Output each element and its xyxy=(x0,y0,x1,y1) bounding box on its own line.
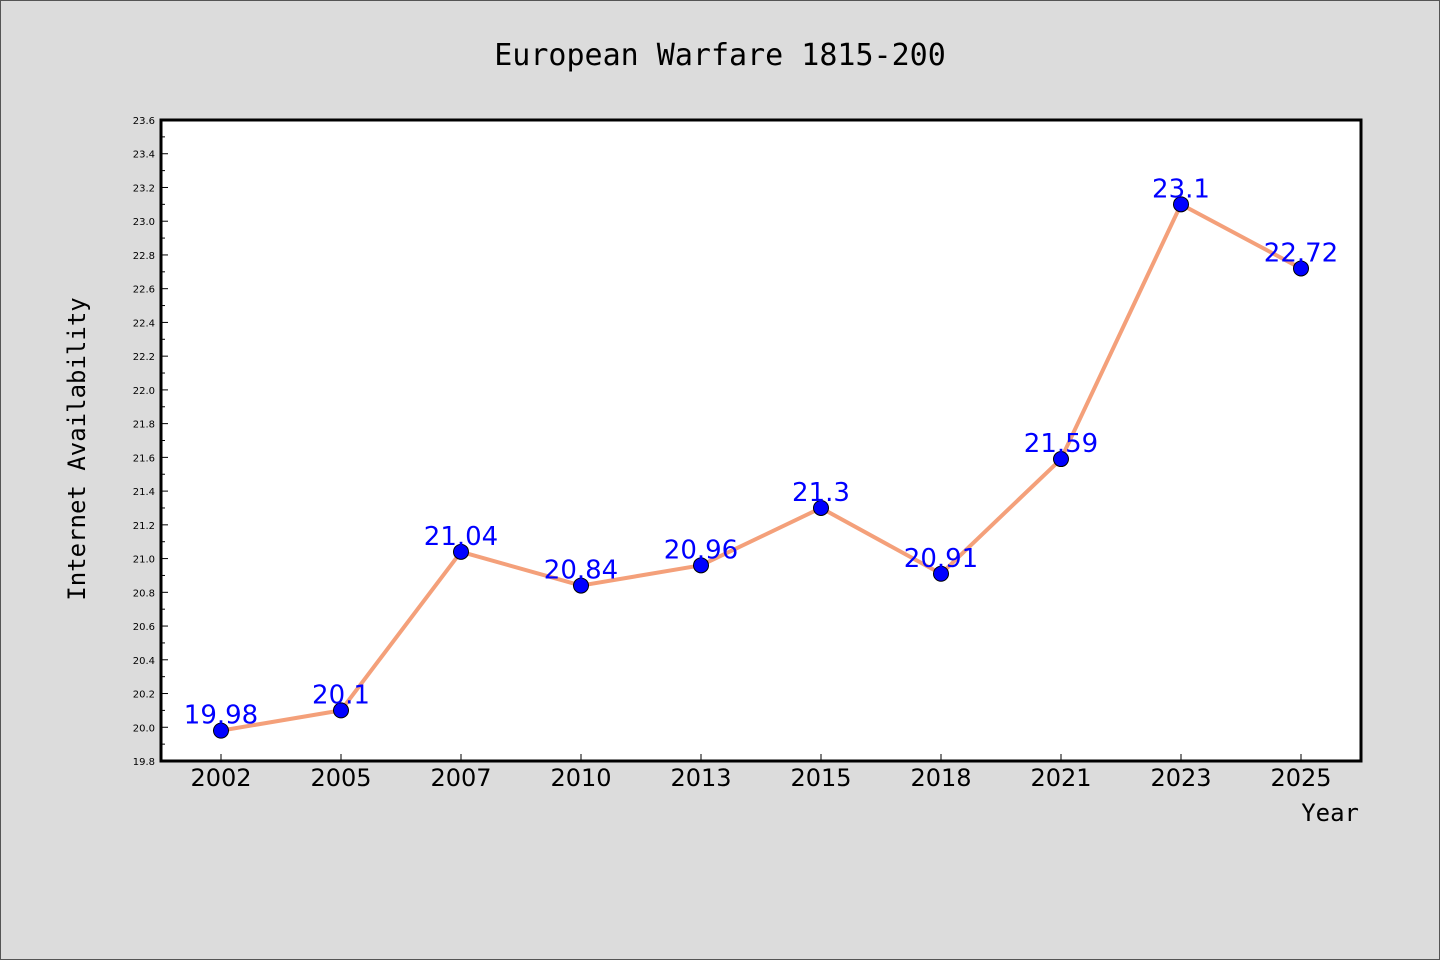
x-tick-label: 2015 xyxy=(790,764,851,792)
data-point xyxy=(573,577,589,594)
data-point xyxy=(1173,196,1189,213)
x-tick-label: 2023 xyxy=(1150,764,1211,792)
y-tick-label: 21.0 xyxy=(133,555,155,566)
y-tick-label: 23.2 xyxy=(133,183,155,194)
data-point xyxy=(1293,260,1309,277)
data-label: 20.84 xyxy=(544,556,618,586)
x-axis: 2002 2005 2007 2010 2013 2015 2018 2021 2023 2025 xyxy=(190,754,1332,792)
x-tick-label: 2005 xyxy=(310,764,371,792)
x-tick-label: 2025 xyxy=(1270,764,1331,792)
data-label: 22.72 xyxy=(1264,238,1338,268)
y-tick-label: 20.0 xyxy=(133,723,155,734)
y-tick-label: 21.8 xyxy=(133,420,155,431)
x-tick-label: 2013 xyxy=(670,764,731,792)
data-point xyxy=(693,557,709,574)
data-label: 20.96 xyxy=(664,535,738,565)
y-axis-title: Internet Availability xyxy=(63,297,91,600)
data-label: 21.04 xyxy=(424,522,498,552)
plot-frame xyxy=(159,118,1363,763)
data-label: 20.91 xyxy=(904,544,978,574)
series-layer xyxy=(213,196,1309,739)
y-tick-label: 23.6 xyxy=(133,116,155,127)
data-label: 21.3 xyxy=(792,478,850,508)
data-point xyxy=(453,543,469,560)
plot-area xyxy=(161,120,1361,761)
data-label-layer: 19.98 20.1 21.04 20.84 20.96 21.3 20.91 21.59 23… xyxy=(184,174,1338,730)
y-tick-label: 22.2 xyxy=(133,352,155,363)
data-label: 20.1 xyxy=(312,680,370,710)
x-tick-label: 2010 xyxy=(550,764,611,792)
y-tick-label: 21.4 xyxy=(133,487,155,498)
y-tick-label: 23.0 xyxy=(133,217,155,228)
x-tick-label: 2002 xyxy=(190,764,251,792)
y-tick-label: 20.4 xyxy=(133,656,155,667)
y-tick-label: 22.6 xyxy=(133,285,155,296)
y-tick-label: 20.2 xyxy=(133,690,155,701)
data-point xyxy=(1053,451,1069,468)
data-label: 19.98 xyxy=(184,701,258,731)
y-tick-label: 22.0 xyxy=(133,386,155,397)
y-tick-label: 22.8 xyxy=(133,251,155,262)
data-point xyxy=(333,702,349,719)
data-point xyxy=(213,722,229,739)
y-tick-label: 19.8 xyxy=(133,757,155,768)
x-tick-label: 2018 xyxy=(910,764,971,792)
y-tick-label: 22.4 xyxy=(133,318,155,329)
chart-title: European Warfare 1815-200 xyxy=(494,38,946,73)
y-tick-label: 21.6 xyxy=(133,453,155,464)
x-tick-label: 2021 xyxy=(1030,764,1091,792)
series-line xyxy=(219,202,1303,733)
x-tick-label: 2007 xyxy=(430,764,491,792)
data-label: 23.1 xyxy=(1152,174,1210,204)
y-tick-label: 20.8 xyxy=(133,588,155,599)
data-point xyxy=(813,499,829,516)
data-point xyxy=(933,565,949,582)
y-axis: 19.8 20.0 20.2 20.4 20.6 20.8 21.0 21.2 21.4 21.6… xyxy=(133,116,168,768)
data-label: 21.59 xyxy=(1024,429,1098,459)
y-tick-label: 20.6 xyxy=(133,622,155,633)
x-axis-title: Year xyxy=(1301,799,1359,827)
y-tick-label: 21.2 xyxy=(133,521,155,532)
y-tick-label: 23.4 xyxy=(133,150,155,161)
